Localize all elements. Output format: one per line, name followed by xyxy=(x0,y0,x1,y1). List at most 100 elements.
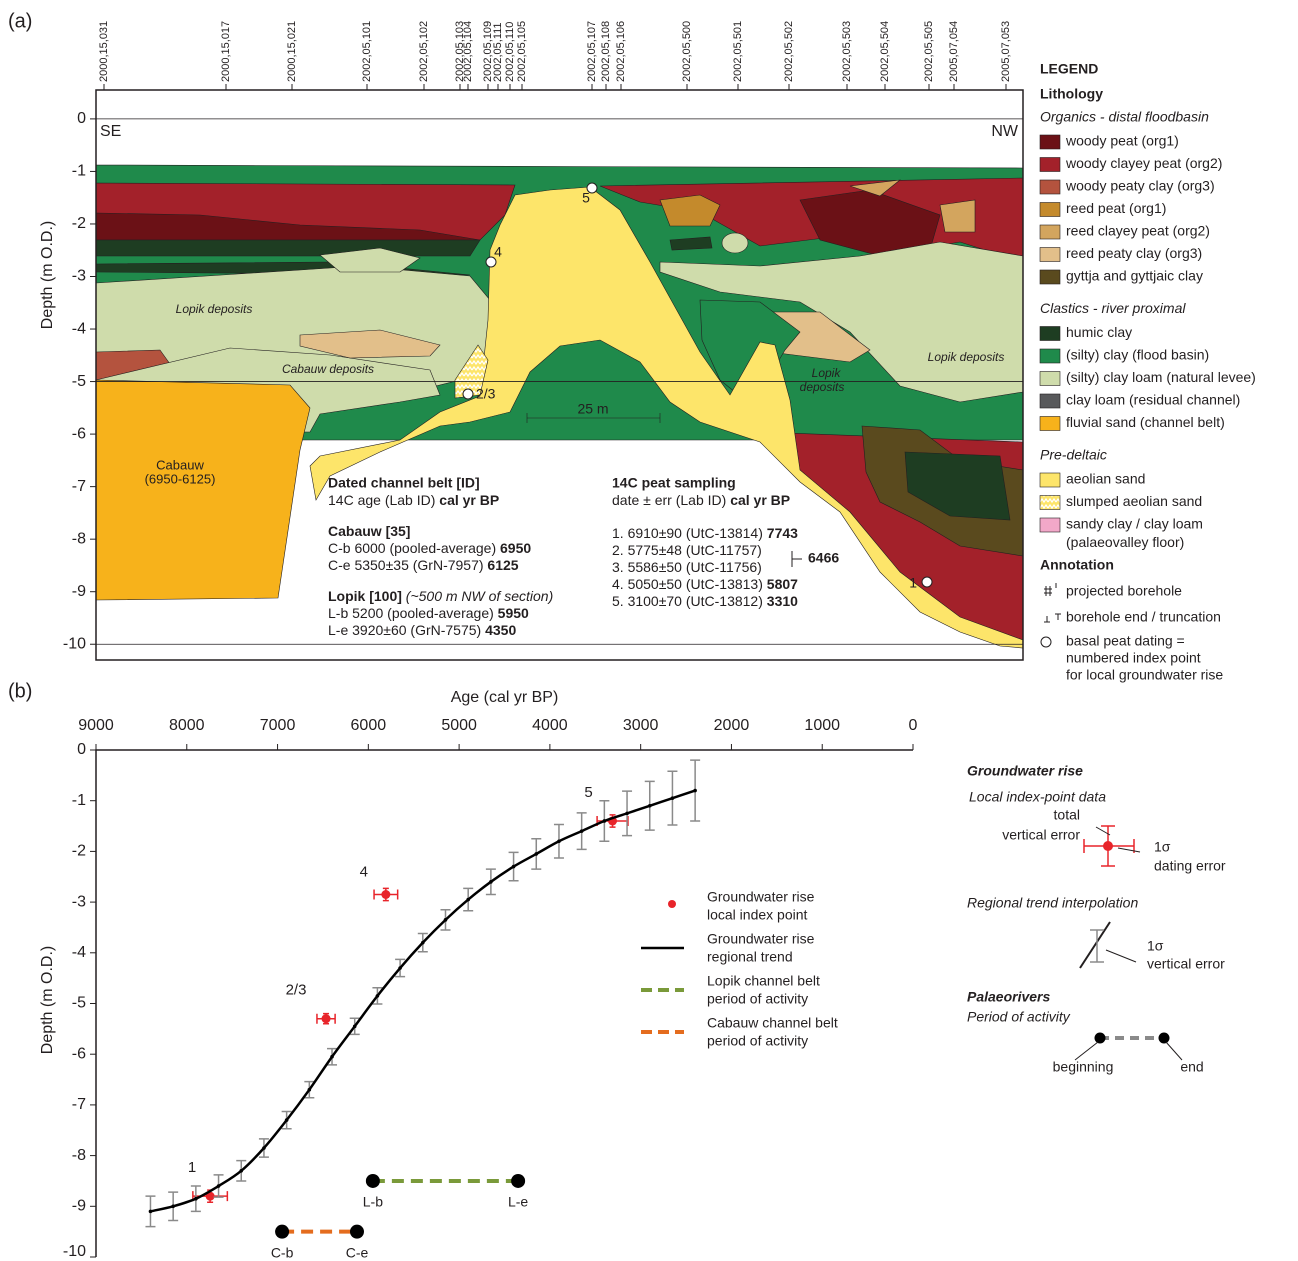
end-label: NW xyxy=(991,123,1019,140)
trend-vertex xyxy=(421,941,425,945)
legend-label: woody peat (org1) xyxy=(1065,133,1179,149)
index-point-label: 1 xyxy=(188,1159,196,1176)
x-tick-label: 3000 xyxy=(623,717,659,734)
x-tick-label: 6000 xyxy=(351,717,387,734)
peat-row-part: 1. 6910±90 (UtC-13814) xyxy=(612,525,767,541)
legend-label: reed clayey peat (org2) xyxy=(1066,223,1210,239)
borehole-label: 2002,05,102 xyxy=(418,21,430,82)
combined-age: 6466 xyxy=(808,550,839,566)
trend-vertex xyxy=(194,1197,198,1201)
unit-label: Lopik xyxy=(812,366,842,380)
dated-row-part: C-e 5350±35 (GrN-7957) xyxy=(328,557,487,573)
block-subtitle: date ± err (Lab ID) cal yr BP xyxy=(612,492,790,508)
peat-row: 3. 5586±50 (UtC-11756) xyxy=(612,559,762,575)
y-tick-label: -7 xyxy=(72,1096,86,1113)
borehole-label: 2002,05,500 xyxy=(681,21,693,82)
legend-label: sandy clay / clay loam xyxy=(1066,516,1203,532)
panel-label: (a) xyxy=(8,10,32,32)
trend-vertex xyxy=(149,1210,153,1214)
legend-symbol xyxy=(668,900,676,908)
trend-vertex xyxy=(171,1205,175,1209)
dated-row-part: 6125 xyxy=(487,557,518,573)
unit-label: Lopik deposits xyxy=(928,350,1005,364)
period-end-label: L-e xyxy=(508,1194,528,1210)
trend-vertex xyxy=(353,1025,357,1029)
y-tick-label: -3 xyxy=(72,893,86,910)
y-tick-label: -8 xyxy=(72,530,86,547)
explanation-text: Local index-point data xyxy=(969,789,1106,805)
y-tick-label: -8 xyxy=(72,1147,86,1164)
index-point xyxy=(322,1014,331,1023)
legend-note: (palaeovalley floor) xyxy=(1066,534,1184,550)
block-subtitle: 14C age (Lab ID) cal yr BP xyxy=(328,492,499,508)
y-tick-label: -2 xyxy=(72,215,86,232)
trend-vertex xyxy=(398,966,402,970)
peat-row: 5. 3100±70 (UtC-13812) 3310 xyxy=(612,593,798,609)
borehole-label: 2002,05,502 xyxy=(783,21,795,82)
legend-label: local index point xyxy=(707,907,808,923)
legend-label: gyttja and gyttjaic clay xyxy=(1066,268,1203,284)
y-axis-title: Depth (m O.D.) xyxy=(39,946,56,1054)
legend-group: Clastics - river proximal xyxy=(1040,300,1186,316)
trend-vertex xyxy=(217,1184,221,1188)
y-axis-title: Depth (m O.D.) xyxy=(39,221,56,329)
y-tick-label: -1 xyxy=(72,163,86,180)
legend-title: LEGEND xyxy=(1040,61,1098,77)
trend-vertex xyxy=(512,865,516,869)
legend-label: Lopik channel belt xyxy=(707,973,820,989)
trend-vertex xyxy=(693,789,697,793)
borehole-label: 2002,05,111 xyxy=(492,22,504,82)
peat-row: 2. 5775±48 (UtC-11757) xyxy=(612,542,762,558)
cross-section xyxy=(96,165,1023,648)
peat-row-part: 5807 xyxy=(767,576,798,592)
borehole-label: 2002,05,505 xyxy=(923,21,935,82)
trend-vertex xyxy=(466,898,470,902)
legend-label: period of activity xyxy=(707,1033,808,1049)
legend-label: humic clay xyxy=(1066,324,1132,340)
x-tick-label: 9000 xyxy=(78,717,114,734)
unit-label: Cabauw xyxy=(156,457,204,472)
x-tick-label: 8000 xyxy=(169,717,205,734)
group-title: Cabauw [35] xyxy=(328,523,410,539)
borehole-label: 2000,15,031 xyxy=(98,21,110,82)
borehole-label: 2002,05,104 xyxy=(462,21,474,82)
dated-row-part: 4350 xyxy=(485,622,516,638)
y-tick-label: -7 xyxy=(72,478,86,495)
legend-swatch xyxy=(1040,248,1060,262)
trend-vertex xyxy=(648,804,652,808)
projected-glyph xyxy=(1044,583,1056,596)
borehole-label: 2002,05,101 xyxy=(361,21,373,82)
y-tick-label: -1 xyxy=(72,792,86,809)
unit-label: (6950-6125) xyxy=(145,471,216,486)
peat-row: 4. 5050±50 (UtC-13813) 5807 xyxy=(612,576,798,592)
x-tick-label: 4000 xyxy=(532,717,568,734)
dated-row: L-e 3920±60 (GrN-7575) 4350 xyxy=(328,622,516,638)
legend-swatch xyxy=(1040,135,1060,149)
block-title: 14C peat sampling xyxy=(612,475,736,491)
group-title-part: Cabauw [35] xyxy=(328,523,410,539)
trend-vertex xyxy=(285,1118,289,1122)
index-point-label: 4 xyxy=(360,863,368,880)
period-end-label: C-e xyxy=(346,1244,369,1260)
y-tick-label: -9 xyxy=(72,1198,86,1215)
annotation-label: basal peat dating = xyxy=(1066,633,1185,649)
block-subtitle-part: cal yr BP xyxy=(435,492,499,508)
panel-label: (b) xyxy=(8,680,32,702)
explanation-text: 1σ xyxy=(1147,938,1164,954)
unit-label: deposits xyxy=(800,380,845,394)
peat-row-part: 3310 xyxy=(767,593,798,609)
explanation-text: end xyxy=(1180,1059,1203,1075)
trend-vertex xyxy=(603,819,607,823)
legend-swatch xyxy=(1040,327,1060,341)
panel-b: (b)9000800070006000500040003000200010000… xyxy=(8,680,1226,1260)
index-point-label: 5 xyxy=(582,190,590,206)
y-tick-label: -5 xyxy=(72,995,86,1012)
borehole-label: 2002,05,105 xyxy=(516,21,528,82)
legend-heading: Lithology xyxy=(1040,86,1103,102)
y-tick-label: -10 xyxy=(63,1243,86,1260)
x-tick-label: 1000 xyxy=(804,717,840,734)
legend-swatch xyxy=(1040,496,1060,510)
legend-label: aeolian sand xyxy=(1066,471,1145,487)
dated-row-part: 5950 xyxy=(498,605,529,621)
legend-heading: Annotation xyxy=(1040,557,1114,573)
